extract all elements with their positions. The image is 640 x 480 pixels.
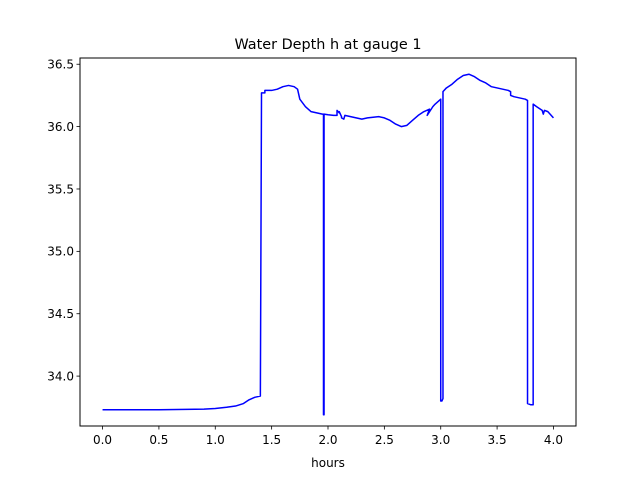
y-tick-label: 34.5 xyxy=(47,307,74,321)
x-tick-label: 1.0 xyxy=(206,433,225,447)
plot-area xyxy=(102,73,555,416)
series-line-0 xyxy=(102,73,555,416)
y-axis-ticks: 34.0 34.5 35.0 35.5 36.0 36.5 xyxy=(47,58,80,383)
x-axis-ticks: 0.0 0.5 1.0 1.5 2.0 2.5 3.0 3.5 4.0 xyxy=(93,426,563,447)
y-tick-label: 36.0 xyxy=(47,120,74,134)
y-tick-label: 34.0 xyxy=(47,369,74,383)
x-tick-label: 3.0 xyxy=(431,433,450,447)
x-tick-label: 1.5 xyxy=(262,433,281,447)
y-tick-label: 35.0 xyxy=(47,245,74,259)
axes-frame xyxy=(79,57,577,427)
x-axis-label: hours xyxy=(311,456,345,470)
x-tick-label: 4.0 xyxy=(544,433,563,447)
x-tick-label: 2.5 xyxy=(375,433,394,447)
chart-title: Water Depth h at gauge 1 xyxy=(234,37,421,53)
y-tick-label: 36.5 xyxy=(47,58,74,72)
x-tick-label: 2.0 xyxy=(318,433,337,447)
x-tick-label: 0.5 xyxy=(149,433,168,447)
y-tick-label: 35.5 xyxy=(47,182,74,196)
x-tick-label: 0.0 xyxy=(93,433,112,447)
x-tick-label: 3.5 xyxy=(488,433,507,447)
